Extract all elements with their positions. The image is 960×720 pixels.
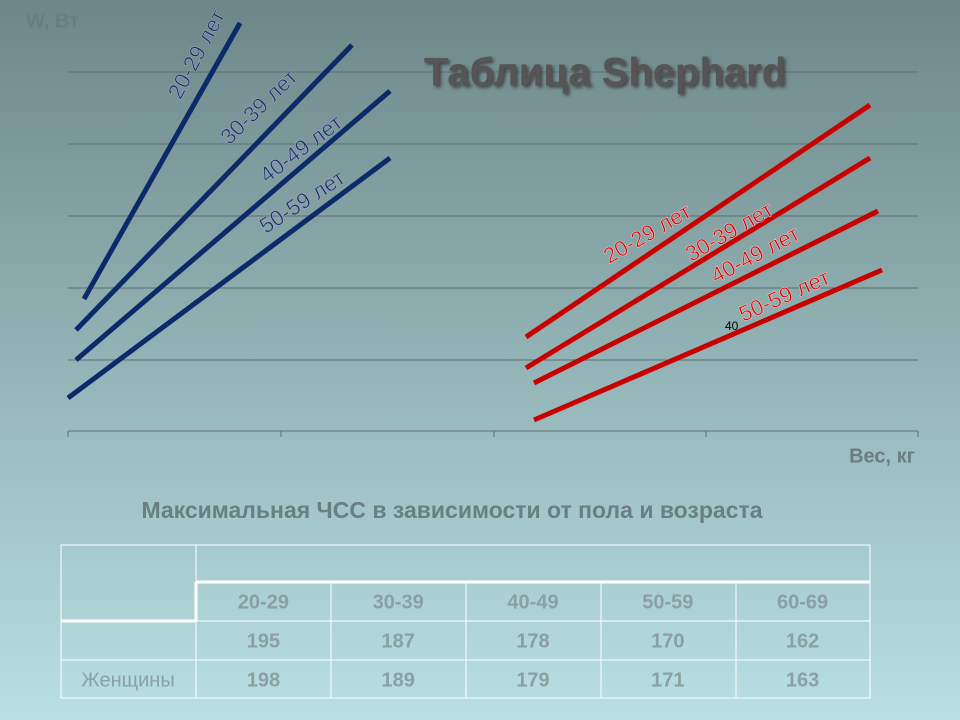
women-lines <box>524 102 883 423</box>
annotation: 40 <box>725 319 739 333</box>
men-lines <box>66 21 392 401</box>
table-title: Максимальная ЧСС в зависимости от пола и… <box>141 497 762 523</box>
cell-value: 178 <box>516 630 549 652</box>
row-label: Женщины <box>81 669 174 691</box>
column-header: 40-49 <box>507 591 558 613</box>
cell-value: 189 <box>382 669 415 691</box>
cell-value: 198 <box>247 669 280 691</box>
cell-value: 170 <box>651 630 684 652</box>
column-header: 30-39 <box>373 591 424 613</box>
column-header: 50-59 <box>642 591 693 613</box>
cell-value: 171 <box>651 669 684 691</box>
cell-value: 163 <box>786 669 819 691</box>
x-label: Вес, кг <box>849 445 915 467</box>
column-header: 60-69 <box>777 591 828 613</box>
cell-value: 162 <box>786 630 819 652</box>
cell-value: 187 <box>382 630 415 652</box>
table <box>60 544 871 699</box>
column-header: 20-29 <box>238 591 289 613</box>
cell-value: 195 <box>247 630 280 652</box>
y-label: W, Вт <box>26 10 79 32</box>
cell-value: 179 <box>516 669 549 691</box>
table-cells: Женщины 20-29 30-39 40-49 50-59 60-69 195 187 1… <box>81 591 828 691</box>
chart-title: Таблица Shephard <box>424 51 786 95</box>
